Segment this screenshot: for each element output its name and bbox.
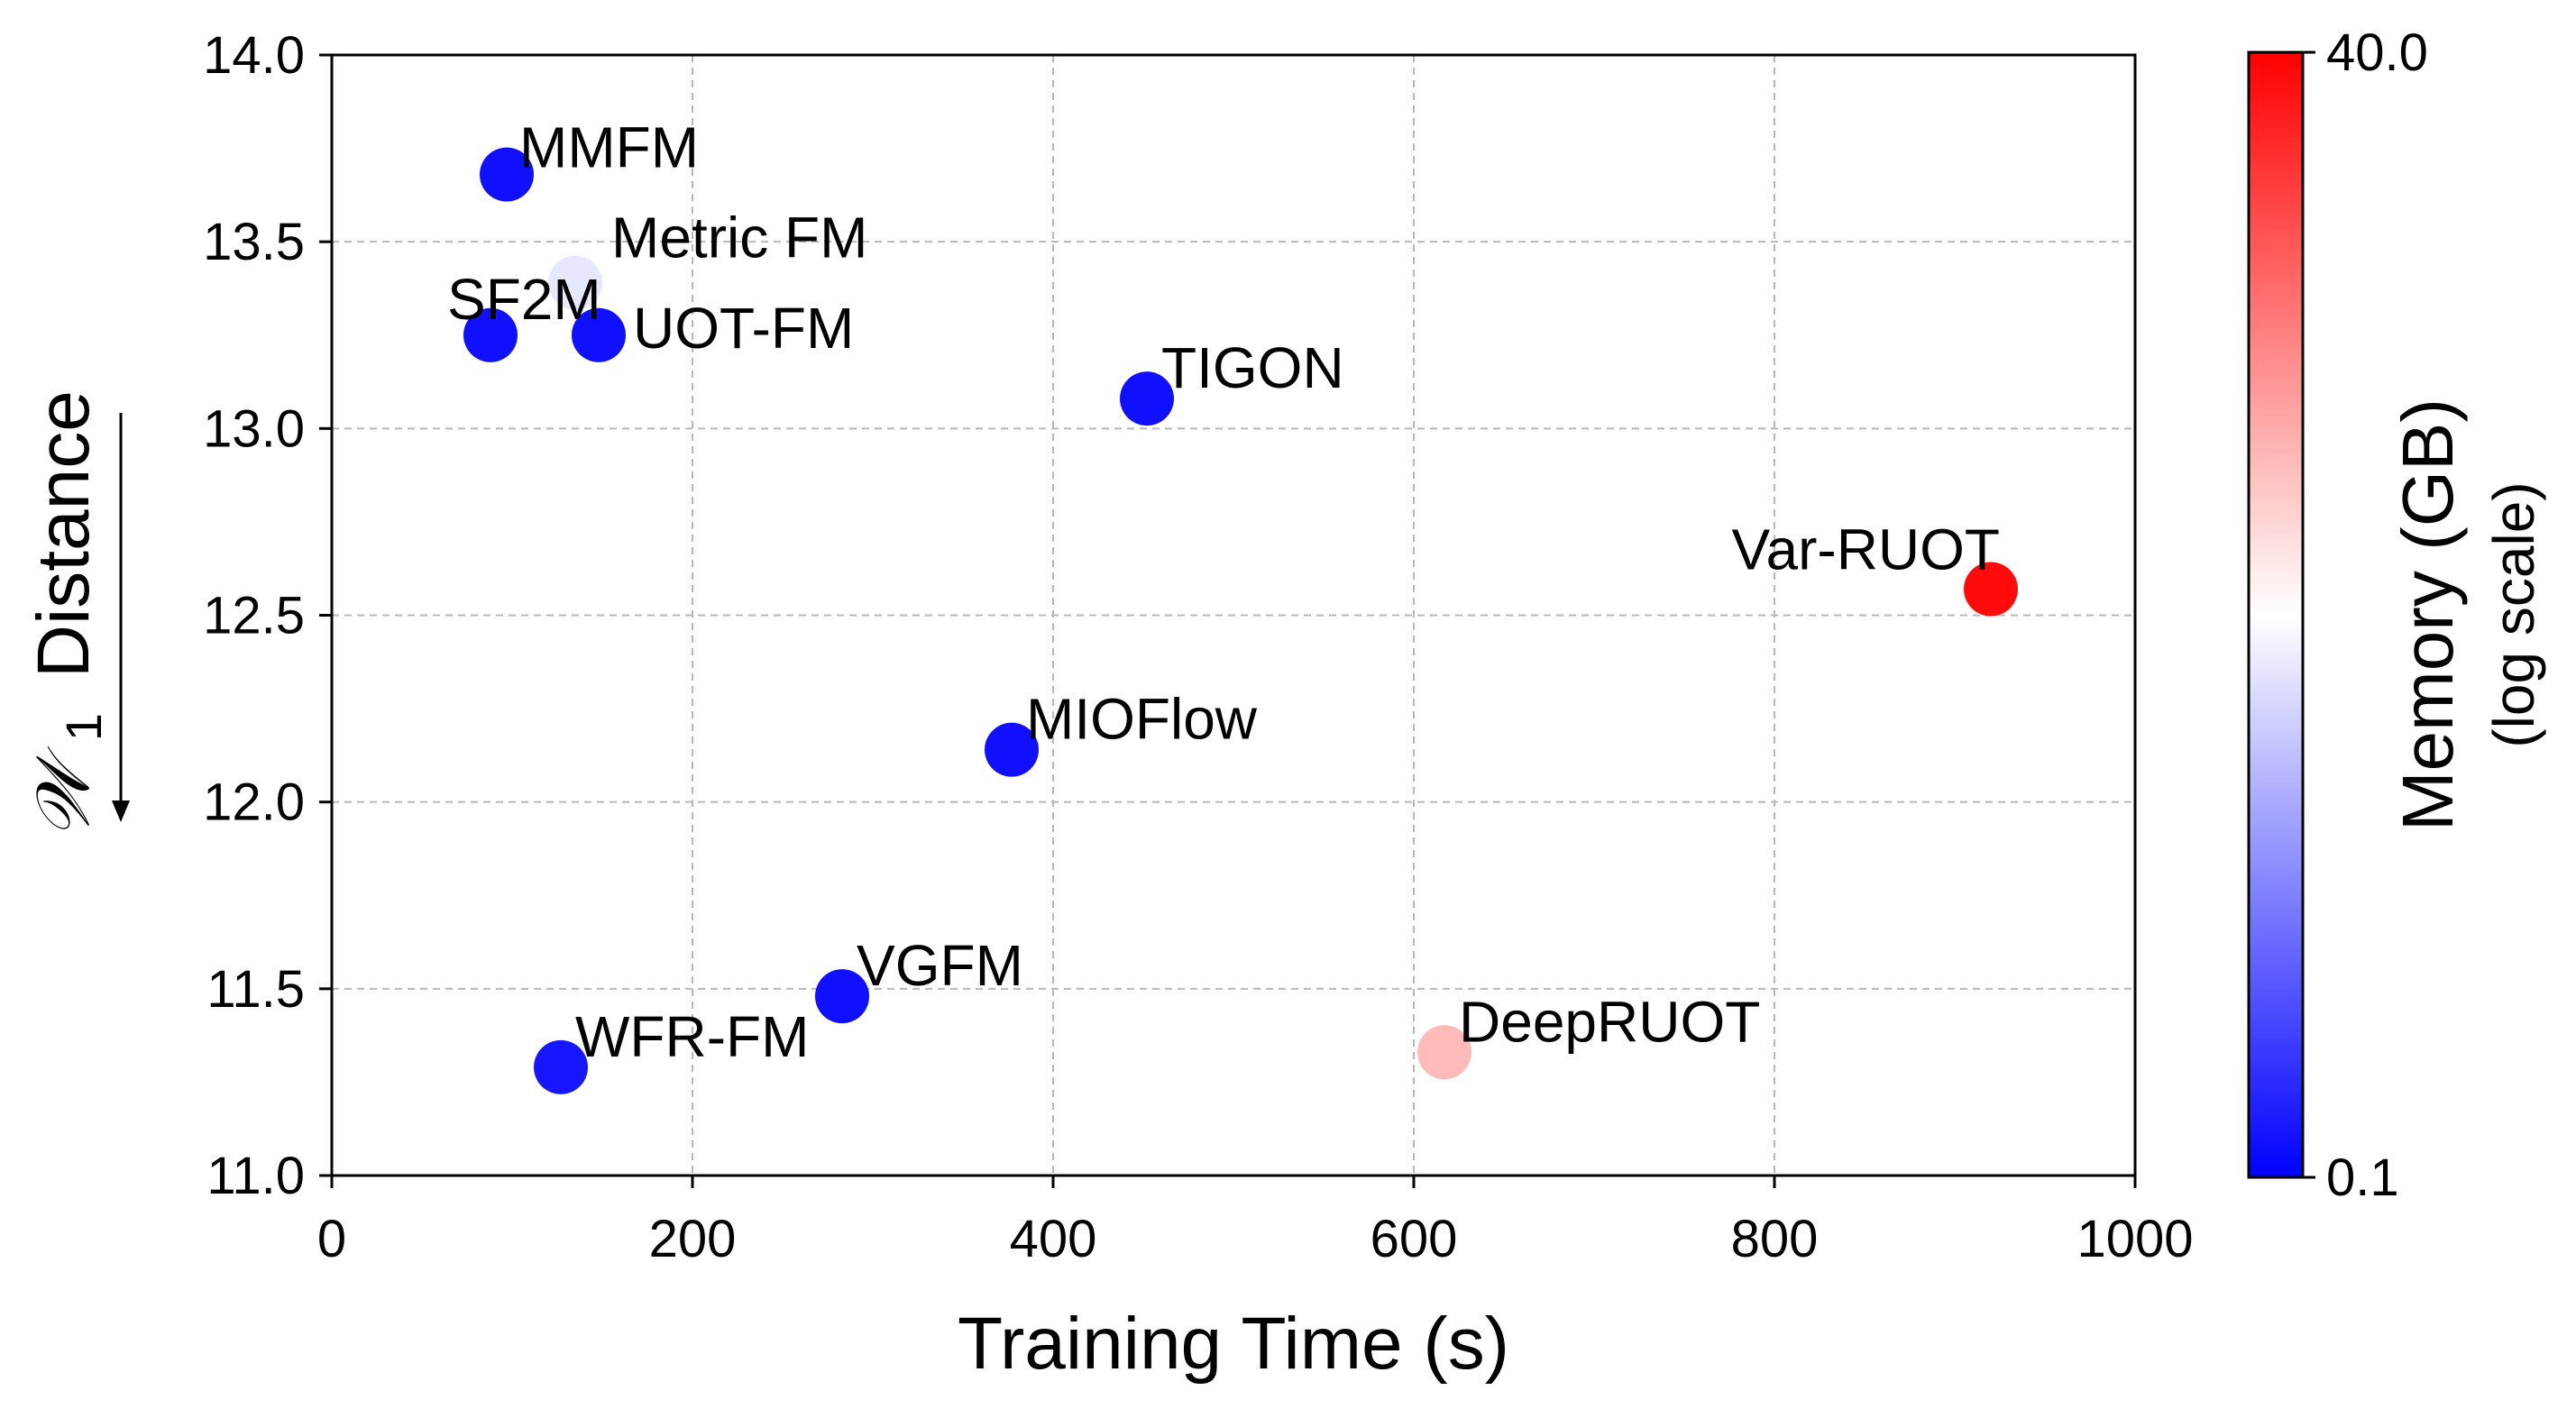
point-label: WFR-FM [575, 1004, 809, 1069]
colorbar-subtitle: (log scale) [2481, 481, 2546, 747]
axis-ticks: 0 200 400 600 800 1000 11.0 11.5 12.0 12.5 13.0 13.… [203, 26, 2193, 1268]
y-tick-label: 12.5 [203, 587, 305, 645]
point-metric-fm [548, 255, 602, 310]
y-axis-label-text: Distance [23, 390, 105, 678]
point-label: MMFM [519, 115, 699, 180]
y-axis-subscript: 1 [55, 713, 112, 741]
arrow-head-icon [112, 801, 130, 822]
svg-text:𝒲 1 Distance: 𝒲 1 Distance [21, 390, 117, 839]
point-label: DeepRUOT [1459, 989, 1760, 1054]
y-tick-label: 12.0 [203, 773, 305, 832]
x-tick-label: 1000 [2076, 1210, 2193, 1268]
point-mioflow [985, 722, 1039, 777]
point-label: VGFM [857, 933, 1023, 998]
x-tick-label: 200 [649, 1210, 737, 1268]
grid [332, 55, 2135, 1176]
y-tick-label: 11.5 [206, 960, 305, 1019]
y-tick-label: 11.0 [206, 1147, 305, 1205]
colorbar-tick-label: 0.1 [2326, 1148, 2399, 1207]
x-tick-label: 800 [1731, 1210, 1819, 1268]
point-label: Var-RUOT [1732, 517, 2000, 581]
x-axis-title: Training Time (s) [958, 1303, 1509, 1385]
y-tick-label: 13.5 [203, 213, 305, 271]
point-label: MIOFlow [1026, 687, 1258, 752]
y-axis-title: 𝒲 1 Distance [21, 390, 117, 839]
y-tick-label: 14.0 [203, 26, 305, 85]
colorbar-tick-label: 40.0 [2326, 23, 2428, 82]
point-deepruot [1417, 1025, 1471, 1080]
point-wfr-fm [534, 1039, 588, 1094]
point-uot-fm [572, 307, 626, 362]
point-label: SF2M [447, 267, 601, 332]
point-var-ruot [1964, 562, 2018, 617]
data-points [463, 147, 2018, 1094]
x-tick-label: 0 [317, 1210, 346, 1268]
point-vgfm [815, 969, 869, 1024]
x-tick-label: 400 [1010, 1210, 1097, 1268]
point-label: TIGON [1161, 335, 1344, 400]
colorbar-ticks: 0.1 40.0 [2303, 23, 2428, 1207]
point-mmfm [480, 147, 534, 202]
y-axis-symbol: 𝒲 [21, 746, 106, 839]
point-labels: Metric FM DeepRUOT MMFM SF2M UOT-FM TIGON Var-… [447, 115, 2000, 1069]
colorbar-title: Memory (GB) [2388, 398, 2468, 831]
point-label: UOT-FM [633, 296, 854, 361]
y-tick-label: 13.0 [203, 399, 305, 458]
point-label: Metric FM [611, 206, 867, 270]
colorbar [2247, 50, 2305, 1179]
point-sf2m [463, 307, 518, 362]
point-tigon [1120, 371, 1174, 426]
x-tick-label: 600 [1371, 1210, 1458, 1268]
